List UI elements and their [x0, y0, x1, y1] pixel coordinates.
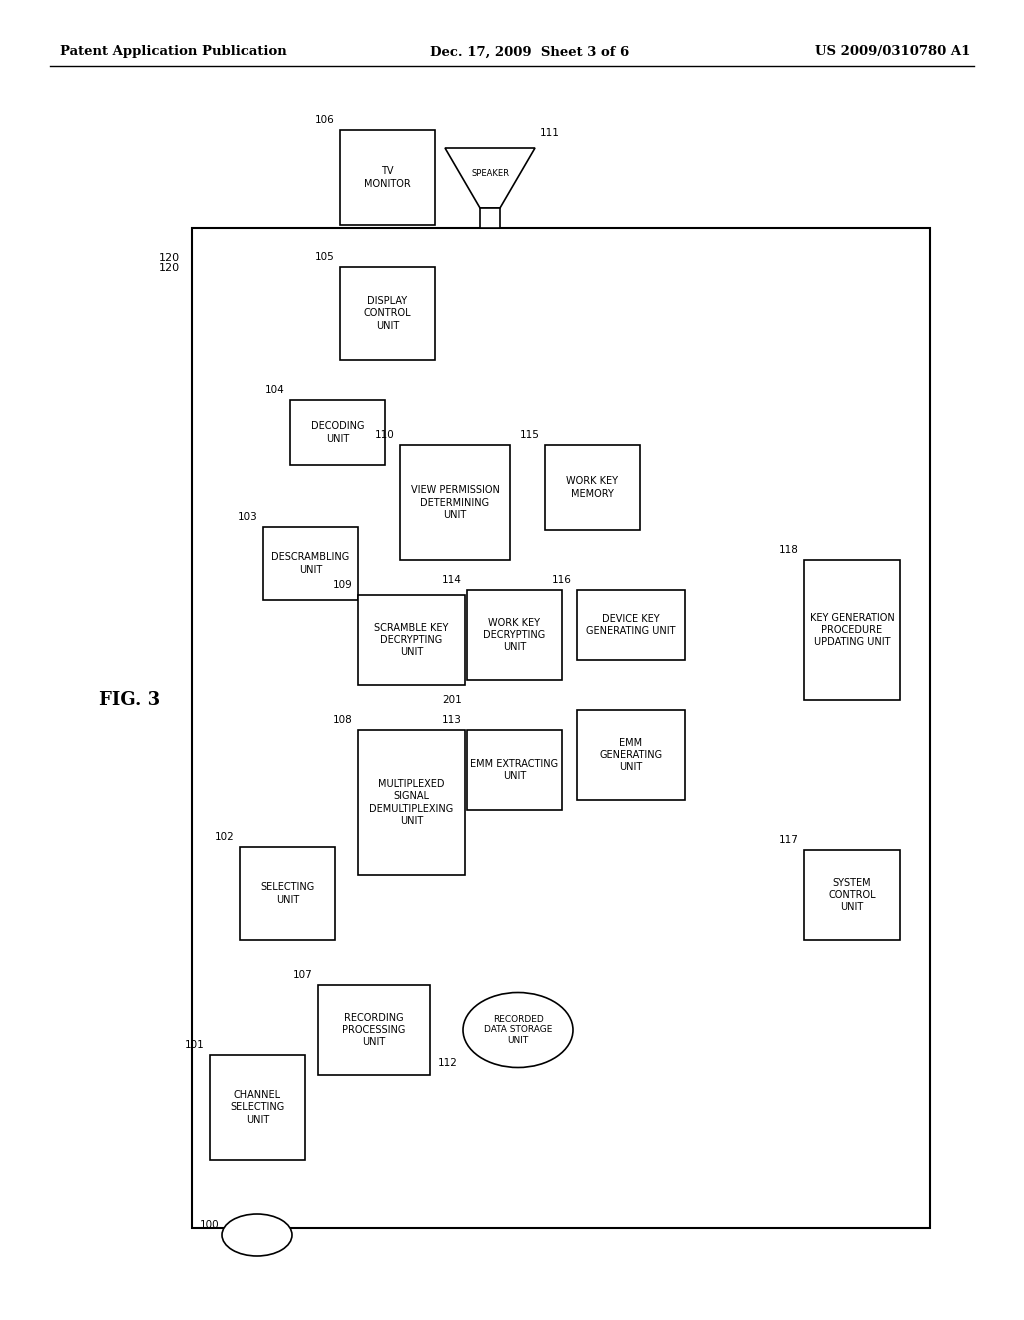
- Text: RECORDING
PROCESSING
UNIT: RECORDING PROCESSING UNIT: [342, 1012, 406, 1047]
- Text: TV
MONITOR: TV MONITOR: [365, 166, 411, 189]
- Bar: [545, 445, 640, 531]
- Bar: [804, 560, 900, 700]
- Text: RECORDED
DATA STORAGE
UNIT: RECORDED DATA STORAGE UNIT: [483, 1015, 552, 1045]
- Ellipse shape: [222, 1214, 292, 1257]
- Text: 103: 103: [239, 512, 258, 521]
- Text: WORK KEY
MEMORY: WORK KEY MEMORY: [566, 477, 618, 499]
- Text: CHANNEL
SELECTING
UNIT: CHANNEL SELECTING UNIT: [230, 1090, 285, 1125]
- Text: KEY GENERATION
PROCEDURE
UPDATING UNIT: KEY GENERATION PROCEDURE UPDATING UNIT: [810, 612, 894, 647]
- Text: 111: 111: [540, 128, 560, 139]
- Text: US 2009/0310780 A1: US 2009/0310780 A1: [815, 45, 970, 58]
- Text: WORK KEY
DECRYPTING
UNIT: WORK KEY DECRYPTING UNIT: [483, 618, 546, 652]
- Text: 118: 118: [779, 545, 799, 554]
- Text: EMM EXTRACTING
UNIT: EMM EXTRACTING UNIT: [470, 759, 558, 781]
- Bar: [804, 850, 900, 940]
- Text: 109: 109: [333, 579, 353, 590]
- Bar: [480, 209, 500, 228]
- Text: MULTIPLEXED
SIGNAL
DEMULTIPLEXING
UNIT: MULTIPLEXED SIGNAL DEMULTIPLEXING UNIT: [370, 779, 454, 826]
- Bar: [467, 730, 562, 810]
- Text: DECODING
UNIT: DECODING UNIT: [310, 421, 365, 444]
- Bar: [577, 590, 685, 660]
- Text: 101: 101: [185, 1040, 205, 1049]
- Text: 100: 100: [200, 1220, 219, 1230]
- Text: DEVICE KEY
GENERATING UNIT: DEVICE KEY GENERATING UNIT: [587, 614, 676, 636]
- Bar: [400, 445, 510, 560]
- Bar: [318, 985, 430, 1074]
- Text: Dec. 17, 2009  Sheet 3 of 6: Dec. 17, 2009 Sheet 3 of 6: [430, 45, 630, 58]
- Text: FIG. 3: FIG. 3: [99, 690, 161, 709]
- Text: Patent Application Publication: Patent Application Publication: [60, 45, 287, 58]
- Bar: [577, 710, 685, 800]
- Bar: [358, 595, 465, 685]
- Bar: [467, 590, 562, 680]
- Bar: [358, 730, 465, 875]
- Text: EMM
GENERATING
UNIT: EMM GENERATING UNIT: [599, 738, 663, 772]
- Text: 117: 117: [779, 836, 799, 845]
- Ellipse shape: [463, 993, 573, 1068]
- Text: 110: 110: [375, 430, 395, 440]
- Text: SYSTEM
CONTROL
UNIT: SYSTEM CONTROL UNIT: [828, 878, 876, 912]
- Text: 116: 116: [552, 576, 572, 585]
- Text: 201: 201: [442, 696, 462, 705]
- Text: 115: 115: [520, 430, 540, 440]
- Text: SELECTING
UNIT: SELECTING UNIT: [260, 882, 314, 904]
- Text: SCRAMBLE KEY
DECRYPTING
UNIT: SCRAMBLE KEY DECRYPTING UNIT: [375, 623, 449, 657]
- Text: 102: 102: [215, 832, 234, 842]
- Text: 120: 120: [159, 253, 180, 263]
- Text: 113: 113: [442, 715, 462, 725]
- Text: SPEAKER: SPEAKER: [471, 169, 509, 177]
- Text: DISPLAY
CONTROL
UNIT: DISPLAY CONTROL UNIT: [364, 296, 412, 331]
- Bar: [193, 228, 930, 1228]
- Bar: [290, 400, 385, 465]
- Bar: [340, 129, 435, 224]
- Bar: [340, 267, 435, 360]
- Bar: [240, 847, 335, 940]
- Bar: [263, 527, 358, 601]
- Text: 104: 104: [265, 385, 285, 395]
- Text: 105: 105: [315, 252, 335, 261]
- Text: 120: 120: [159, 263, 180, 273]
- Bar: [210, 1055, 305, 1160]
- Text: 106: 106: [315, 115, 335, 125]
- Text: 112: 112: [438, 1057, 458, 1068]
- Text: 107: 107: [293, 970, 313, 979]
- Text: DESCRAMBLING
UNIT: DESCRAMBLING UNIT: [271, 552, 349, 574]
- Text: 108: 108: [333, 715, 353, 725]
- Text: VIEW PERMISSION
DETERMINING
UNIT: VIEW PERMISSION DETERMINING UNIT: [411, 486, 500, 520]
- Text: 114: 114: [442, 576, 462, 585]
